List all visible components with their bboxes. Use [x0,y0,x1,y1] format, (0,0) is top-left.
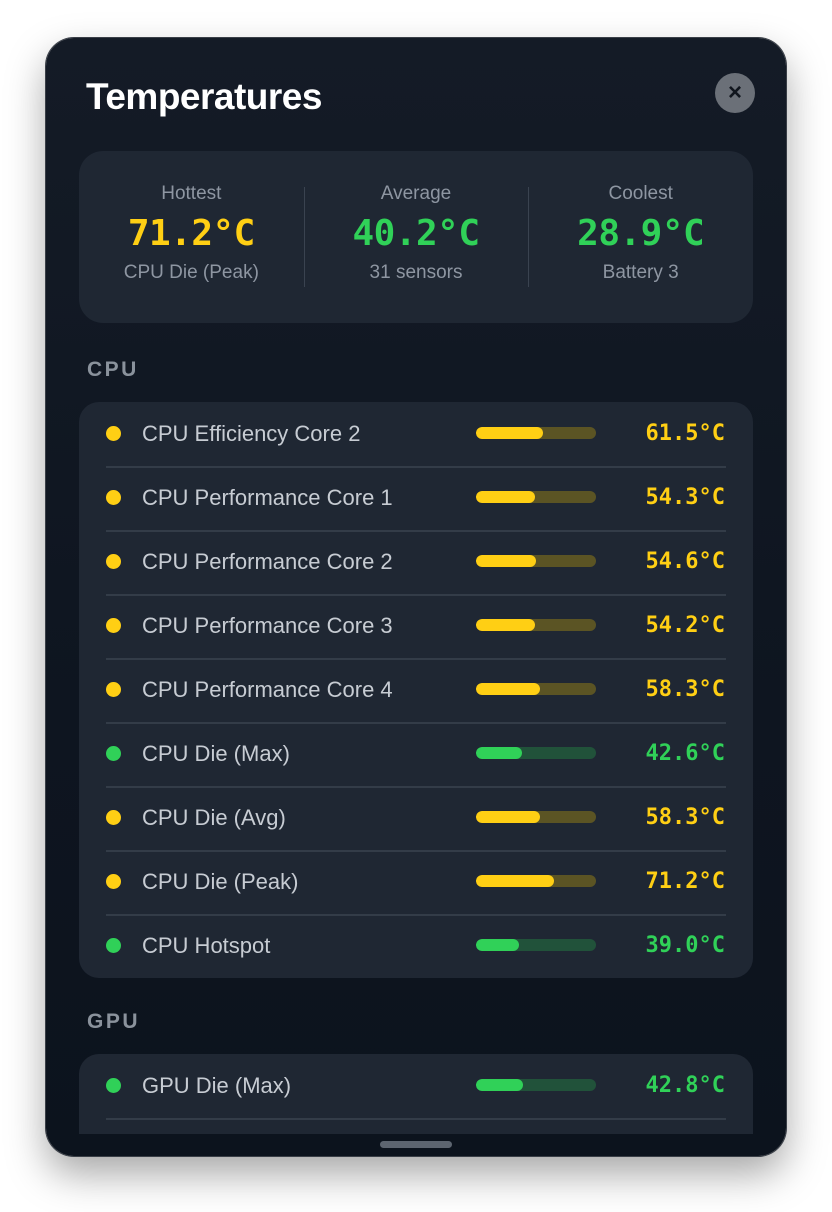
status-dot [106,618,121,633]
average-label: Average [380,183,452,204]
section-header-gpu: GPU [87,1010,141,1033]
sensor-row[interactable]: CPU Efficiency Core 2 61.5°C [79,402,753,466]
sensor-temperature: 58.3°C [645,805,725,830]
status-dot [106,1078,121,1093]
status-dot [106,554,121,569]
status-dot [106,682,121,697]
temperature-bar-fill [476,875,554,887]
temperature-bar-fill [476,491,535,503]
temperature-bar [476,491,596,503]
temperature-bar-fill [476,939,520,951]
average-value: 40.2°C [352,213,480,254]
sensor-name: CPU Performance Core 4 [142,677,393,702]
temperature-bar [476,939,596,951]
sensor-name: CPU Performance Core 3 [142,613,393,638]
sensor-row[interactable]: CPU Hotspot 39.0°C [79,914,753,978]
sensor-temperature: 71.2°C [645,869,725,894]
temperatures-panel: Temperatures × Hottest 71.2°C CPU Die (P… [46,38,786,1156]
sensor-name: CPU Die (Max) [142,741,290,766]
status-dot [106,426,121,441]
temperature-bar [476,1079,596,1091]
sensor-temperature: 54.3°C [645,485,725,510]
hottest-value: 71.2°C [127,213,256,254]
sensor-row[interactable]: CPU Die (Max) 42.6°C [79,722,753,786]
temperature-bar [476,619,596,631]
sensor-temperature: 58.3°C [645,677,725,702]
sensor-temperature: 39.0°C [645,933,725,958]
temperature-bar-fill [476,427,544,439]
sensor-temperature: 54.2°C [645,613,725,638]
sensor-row[interactable]: CPU Die (Avg) 58.3°C [79,786,753,850]
temperature-bar-fill [476,555,536,567]
sensor-name: CPU Performance Core 2 [142,549,393,574]
section-header-cpu: CPU [87,358,139,381]
hottest-stat: Hottest 71.2°C CPU Die (Peak) [79,151,304,323]
temperature-bar-fill [476,619,535,631]
sensor-row[interactable]: CPU Die (Peak) 71.2°C [79,850,753,914]
sensor-name: CPU Die (Peak) [142,869,299,894]
sensor-temperature: 61.5°C [645,421,725,446]
scroll-indicator[interactable] [380,1141,452,1148]
average-stat: Average 40.2°C 31 sensors [303,151,529,323]
close-icon[interactable]: × [715,73,755,113]
temperature-bar-fill [476,683,540,695]
temperature-bar [476,427,596,439]
gpu-sensor-list: GPU Die (Max) 42.8°C [79,1054,753,1134]
coolest-stat: Coolest 28.9°C Battery 3 [528,151,753,323]
sensor-name: CPU Die (Avg) [142,805,286,830]
temperature-bar [476,555,596,567]
sensor-name: CPU Performance Core 1 [142,485,393,510]
temperature-bar-fill [476,747,522,759]
sensor-row[interactable] [79,1118,753,1134]
sensor-name: CPU Efficiency Core 2 [142,421,361,446]
sensor-temperature: 54.6°C [645,549,725,574]
sensor-temperature: 42.6°C [645,741,725,766]
sensor-row[interactable]: CPU Performance Core 3 54.2°C [79,594,753,658]
temperature-bar [476,747,596,759]
sensor-row[interactable]: CPU Performance Core 2 54.6°C [79,530,753,594]
coolest-value: 28.9°C [577,213,705,254]
temperature-bar-fill [476,811,540,823]
coolest-sensor: Battery 3 [602,262,679,283]
status-dot [106,490,121,505]
temperature-bar [476,811,596,823]
status-dot [106,938,121,953]
sensor-name: GPU Die (Max) [142,1073,292,1098]
temperature-bar [476,683,596,695]
sensor-row[interactable]: CPU Performance Core 4 58.3°C [79,658,753,722]
sensor-name: CPU Hotspot [142,933,271,958]
panel-title: Temperatures [86,76,322,117]
status-dot [106,746,121,761]
temperature-bar [476,875,596,887]
cpu-sensor-list: CPU Efficiency Core 2 61.5°C CPU Performan… [79,402,753,978]
sensor-row[interactable]: GPU Die (Max) 42.8°C [79,1054,753,1118]
coolest-label: Coolest [608,183,673,204]
summary-card: Hottest 71.2°C CPU Die (Peak) Average 40… [79,151,753,323]
sensor-row[interactable]: CPU Performance Core 1 54.3°C [79,466,753,530]
temperature-bar-fill [476,1079,523,1091]
hottest-label: Hottest [161,183,222,204]
status-dot [106,874,121,889]
sensor-count: 31 sensors [369,262,463,283]
hottest-sensor: CPU Die (Peak) [123,262,259,283]
status-dot [106,810,121,825]
sensor-temperature: 42.8°C [645,1073,725,1098]
